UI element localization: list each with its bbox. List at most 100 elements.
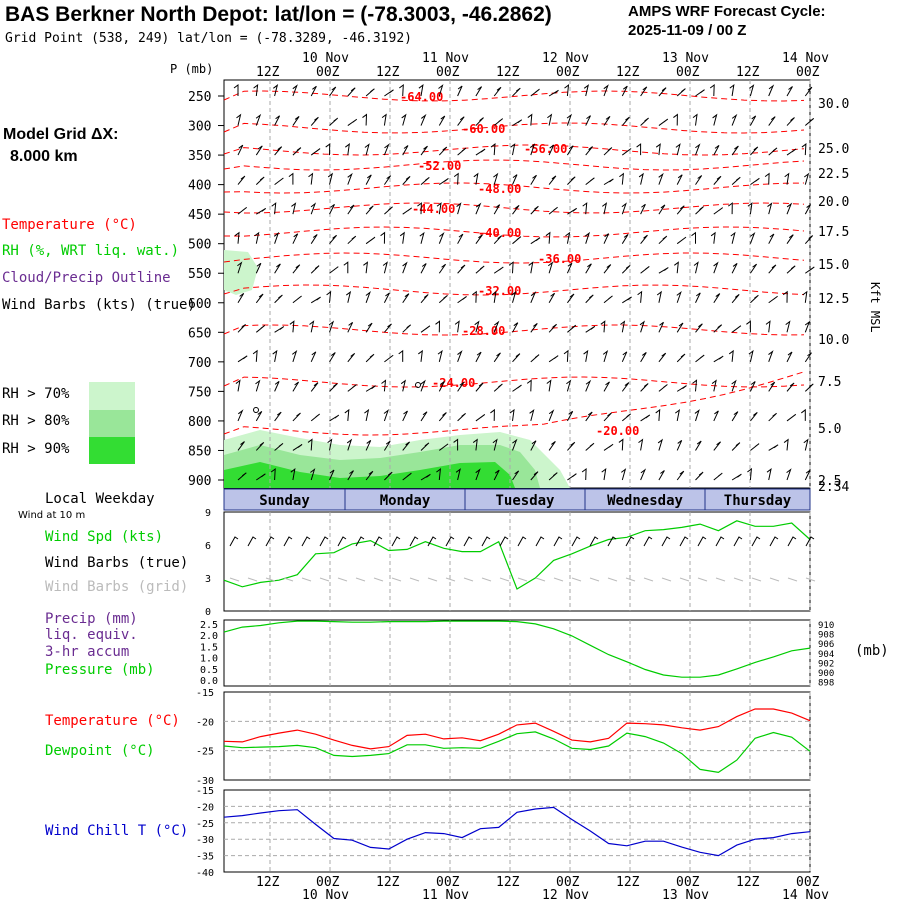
temperature-contour-line xyxy=(223,284,805,296)
wind-barb xyxy=(400,379,406,392)
temp-ytick-label: -20 xyxy=(196,717,214,728)
kft-tick-label: 22.5 xyxy=(818,167,849,182)
wind-barb xyxy=(603,178,614,186)
temp-panel-frame xyxy=(223,691,811,781)
wind-barb xyxy=(621,233,629,244)
wind-barb xyxy=(658,87,667,97)
wind-barb-true xyxy=(571,536,581,547)
wind-barb-grid xyxy=(769,577,780,582)
wind-barb xyxy=(274,294,283,304)
wind-barb xyxy=(603,84,609,97)
wind-barb xyxy=(347,470,354,481)
wind-barb xyxy=(530,174,537,185)
wind-barb xyxy=(345,143,350,156)
wind-barb xyxy=(768,412,777,422)
wind-barb xyxy=(237,472,247,481)
temperature-contour-line xyxy=(223,376,805,388)
wind-barb-true xyxy=(265,536,275,547)
dewpoint-line xyxy=(223,731,811,774)
wind-barb xyxy=(439,443,449,451)
wind-barb xyxy=(585,146,593,156)
wind-barb-grid xyxy=(589,577,600,582)
wind-barb xyxy=(622,296,632,304)
wind-barb xyxy=(585,325,596,333)
pressure-tick-label: 650 xyxy=(188,326,211,341)
wind-barb xyxy=(256,208,266,215)
wind-barb xyxy=(621,413,632,422)
wind-barb xyxy=(749,231,756,244)
wind-barb xyxy=(347,235,357,245)
wind-barb xyxy=(346,438,353,451)
wind-barb xyxy=(621,468,627,481)
wind-panel-frame xyxy=(223,511,811,612)
wind-barb xyxy=(256,473,266,481)
rh90-swatch xyxy=(89,437,135,464)
wind-barb xyxy=(273,84,279,97)
wind-barb xyxy=(274,326,285,333)
wind-barb xyxy=(383,409,390,422)
wind-barb xyxy=(310,116,319,126)
wind-barb xyxy=(548,472,558,481)
wind-barb xyxy=(438,263,447,274)
wind-barb xyxy=(658,470,665,481)
wind-barb xyxy=(692,113,698,126)
wind-barb xyxy=(236,113,242,126)
bottom-hour-tick-label: 00Z xyxy=(316,875,340,890)
wind-barb xyxy=(603,412,612,422)
wind-barb xyxy=(380,231,386,244)
windchill-ytick-label: -15 xyxy=(196,786,214,797)
wind-barb xyxy=(310,202,317,215)
weekday-cell xyxy=(704,488,811,511)
wind-barb xyxy=(545,231,551,244)
wind-barb xyxy=(436,202,442,215)
temp-ytick-label: -25 xyxy=(196,747,214,758)
wind-barb xyxy=(567,473,577,481)
wind-barb xyxy=(475,351,482,363)
wind-barb xyxy=(511,290,517,303)
wind-barb-grid xyxy=(625,577,636,582)
wind-barb xyxy=(457,233,464,244)
wind-barb xyxy=(329,86,337,97)
wind-barb xyxy=(676,440,683,451)
wind-barb xyxy=(731,379,737,392)
wind-barb xyxy=(786,202,793,215)
wind-barb xyxy=(274,411,282,422)
wind-barb-grid xyxy=(679,577,690,582)
precip-ytick-label: 1.0 xyxy=(200,654,218,665)
wind-barb xyxy=(636,143,642,156)
wind-barb xyxy=(748,349,754,362)
wind-barb xyxy=(273,231,280,244)
wind-barb xyxy=(328,320,335,333)
wind-barb-true xyxy=(409,536,419,547)
wind-barb xyxy=(786,351,793,363)
wind-barb xyxy=(786,117,795,126)
wind-barb-true xyxy=(679,536,689,547)
kft-tick-label: 2.5 xyxy=(818,474,841,489)
wind-barb xyxy=(255,442,265,451)
wind-barb xyxy=(618,438,624,451)
wind-barb xyxy=(439,178,449,186)
wind-barb-true xyxy=(337,536,347,547)
wind-barb xyxy=(676,174,683,185)
wind-barb xyxy=(658,172,664,185)
wind-barb-true xyxy=(481,536,491,547)
temperature-contour-label: -48.00 xyxy=(478,182,521,196)
wind-barb xyxy=(255,145,263,156)
wind-barb xyxy=(548,323,557,333)
wind-barb xyxy=(493,204,501,215)
precip-ytick-label: 2.0 xyxy=(200,631,218,642)
bottom-date-tick-label: 12 Nov xyxy=(542,888,589,900)
wind-barb xyxy=(768,444,779,451)
wind-barb xyxy=(563,349,569,362)
wind-barb xyxy=(325,143,331,156)
wind-barb xyxy=(493,469,500,481)
wind-barb xyxy=(529,409,535,422)
wind-barb xyxy=(329,266,339,274)
wind-barb-true xyxy=(427,536,437,547)
wind-barb xyxy=(365,205,374,215)
wind-barb xyxy=(804,86,813,97)
wind-barb xyxy=(749,263,758,274)
windchill-ytick-label: -30 xyxy=(196,835,214,846)
wind-barb xyxy=(365,236,376,245)
wind-barb xyxy=(566,113,573,126)
